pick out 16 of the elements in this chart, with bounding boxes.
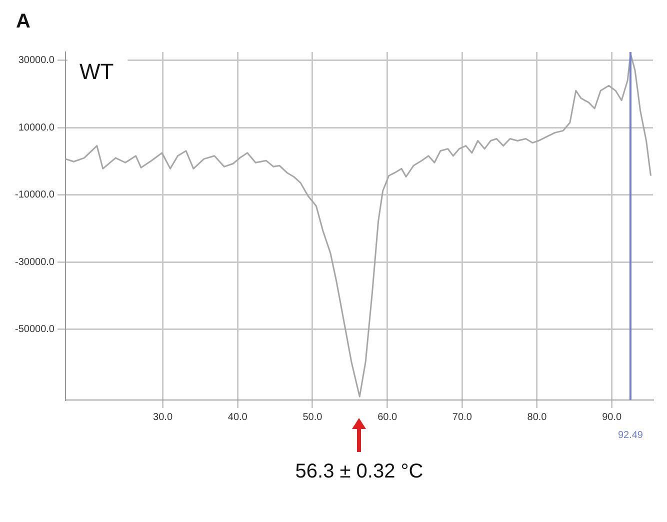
ref-line-label: 92.49 — [618, 430, 644, 441]
y-tick-label: 30000.0 — [18, 55, 55, 66]
x-tick-label: 70.0 — [452, 412, 472, 423]
annotation: WT — [79, 59, 114, 84]
chart-title: A — [16, 10, 30, 33]
y-tick-label: -10000.0 — [14, 190, 55, 201]
x-tick-label: 50.0 — [302, 412, 323, 423]
y-tick-label: -30000.0 — [14, 256, 55, 268]
y-tick-label: 10000.0 — [18, 122, 55, 134]
text: 56.3 ± 0.32 °C — [295, 460, 424, 483]
x-tick-label: 80.0 — [527, 412, 548, 423]
x-tick-label: 90.0 — [602, 412, 622, 423]
x-tick-label: 60.0 — [378, 412, 398, 423]
y-tick-label: -50000.0 — [14, 324, 55, 336]
x-tick-label: 40.0 — [228, 412, 248, 423]
x-tick-label: 30.0 — [153, 412, 173, 423]
